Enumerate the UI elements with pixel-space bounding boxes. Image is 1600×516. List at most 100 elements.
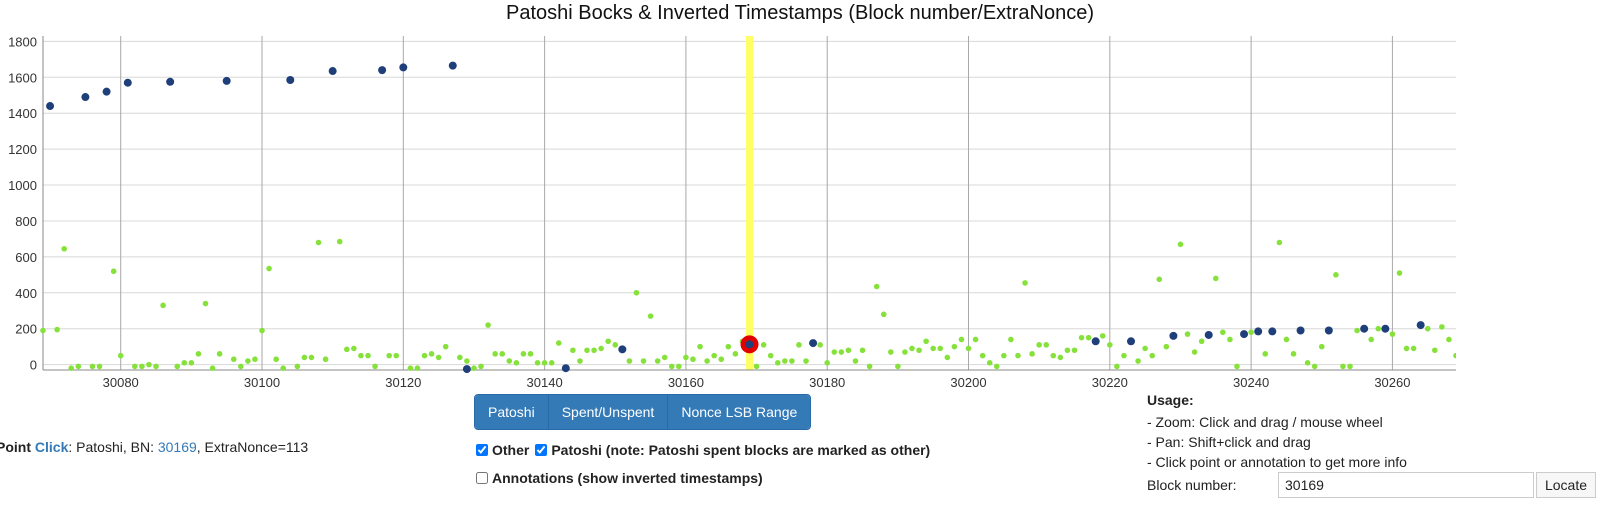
patoshi-point bbox=[745, 340, 754, 349]
other-point bbox=[209, 365, 216, 372]
other-point bbox=[75, 363, 82, 370]
y-tick-label: 200 bbox=[15, 322, 37, 337]
other-point bbox=[930, 345, 936, 352]
y-tick-label: 1200 bbox=[8, 142, 37, 157]
other-point bbox=[598, 345, 604, 352]
other-point bbox=[1149, 352, 1156, 359]
other-point bbox=[1446, 336, 1452, 343]
patoshi-point bbox=[1416, 321, 1425, 330]
spent-unspent-button[interactable]: Spent/Unspent bbox=[548, 395, 669, 429]
other-point bbox=[774, 360, 781, 366]
other-point bbox=[1184, 331, 1191, 337]
other-point bbox=[464, 358, 470, 364]
patoshi-point bbox=[286, 75, 295, 84]
other-point bbox=[697, 343, 703, 350]
other-label: Other bbox=[492, 442, 530, 458]
y-tick-label: 600 bbox=[15, 250, 37, 265]
other-point bbox=[68, 365, 75, 372]
other-point bbox=[1439, 324, 1445, 330]
other-point bbox=[386, 352, 392, 359]
other-point bbox=[782, 358, 788, 364]
other-point bbox=[315, 239, 322, 246]
other-point bbox=[365, 352, 371, 359]
patoshi-point bbox=[448, 61, 457, 70]
other-point bbox=[110, 268, 117, 275]
y-tick-label: 1000 bbox=[8, 178, 37, 193]
point-info-block-link[interactable]: 30169 bbox=[157, 439, 197, 455]
usage-line-click: - Click point or annotation to get more … bbox=[1147, 454, 1407, 470]
point-info-prefix: Point bbox=[0, 439, 31, 455]
locate-button[interactable]: Locate bbox=[1536, 472, 1596, 498]
other-point bbox=[661, 354, 668, 361]
other-point bbox=[343, 346, 350, 353]
other-point bbox=[626, 358, 633, 364]
patoshi-point bbox=[222, 76, 231, 85]
patoshi-point bbox=[378, 66, 387, 75]
other-point bbox=[1156, 276, 1163, 283]
other-point bbox=[718, 356, 725, 363]
patoshi-point bbox=[462, 365, 471, 374]
patoshi-point bbox=[1296, 326, 1305, 335]
other-point bbox=[372, 363, 378, 370]
patoshi-point bbox=[618, 345, 627, 354]
other-point bbox=[838, 349, 845, 355]
other-point bbox=[760, 342, 767, 348]
other-point bbox=[351, 345, 357, 352]
other-point bbox=[541, 360, 548, 366]
other-point bbox=[520, 351, 527, 357]
other-point bbox=[202, 300, 209, 307]
other-point bbox=[789, 358, 795, 364]
other-point bbox=[704, 358, 710, 364]
other-point bbox=[1212, 275, 1219, 282]
other-point bbox=[132, 363, 138, 370]
other-point bbox=[188, 360, 195, 366]
other-point bbox=[1396, 270, 1403, 276]
patoshi-point bbox=[102, 87, 111, 96]
other-point bbox=[195, 351, 202, 357]
patoshi-point bbox=[46, 102, 55, 111]
other-point bbox=[1318, 343, 1325, 350]
other-point bbox=[1262, 351, 1269, 357]
patoshi-point bbox=[1169, 331, 1178, 340]
other-point bbox=[612, 342, 619, 348]
nonce-lsb-range-button[interactable]: Nonce LSB Range bbox=[668, 395, 811, 429]
other-point bbox=[499, 351, 506, 357]
other-point bbox=[591, 347, 597, 354]
other-point bbox=[880, 311, 887, 318]
other-point bbox=[428, 351, 435, 357]
y-tick-label: 400 bbox=[15, 286, 37, 301]
other-point bbox=[322, 356, 329, 363]
patoshi-checkbox[interactable] bbox=[535, 444, 548, 456]
patoshi-point bbox=[1240, 330, 1249, 339]
x-tick-label: 30100 bbox=[244, 375, 280, 390]
other-point bbox=[1227, 336, 1233, 343]
other-point bbox=[640, 358, 647, 364]
other-point bbox=[1304, 360, 1311, 366]
other-point bbox=[1107, 342, 1113, 348]
other-point bbox=[1248, 329, 1254, 336]
other-point bbox=[442, 343, 449, 350]
block-number-input[interactable] bbox=[1278, 472, 1534, 498]
other-checkbox[interactable] bbox=[476, 444, 488, 456]
y-tick-label: 800 bbox=[15, 214, 37, 229]
annotations-checkbox[interactable] bbox=[476, 472, 488, 484]
patoshi-point bbox=[1204, 330, 1213, 339]
other-point bbox=[1311, 363, 1318, 370]
other-point bbox=[393, 352, 400, 359]
other-point bbox=[421, 352, 428, 359]
other-point bbox=[61, 245, 67, 252]
other-point bbox=[407, 365, 414, 372]
other-point bbox=[153, 363, 159, 370]
annotations-toggle: Annotations (show inverted timestamps) bbox=[476, 470, 763, 486]
other-point bbox=[1198, 338, 1205, 345]
other-point bbox=[216, 351, 223, 357]
other-point bbox=[414, 365, 421, 372]
annotations-label: Annotations (show inverted timestamps) bbox=[492, 470, 763, 486]
other-point bbox=[873, 283, 880, 290]
x-tick-label: 30120 bbox=[385, 375, 421, 390]
y-tick-label: 1600 bbox=[8, 70, 37, 85]
scatter-chart[interactable]: 0 200 400 600 800 1000 1200 1400 1600 1800 30080 30… bbox=[0, 0, 1456, 390]
other-point bbox=[824, 360, 831, 366]
patoshi-button[interactable]: Patoshi bbox=[475, 395, 549, 429]
block-number-label: Block number: bbox=[1147, 477, 1237, 493]
